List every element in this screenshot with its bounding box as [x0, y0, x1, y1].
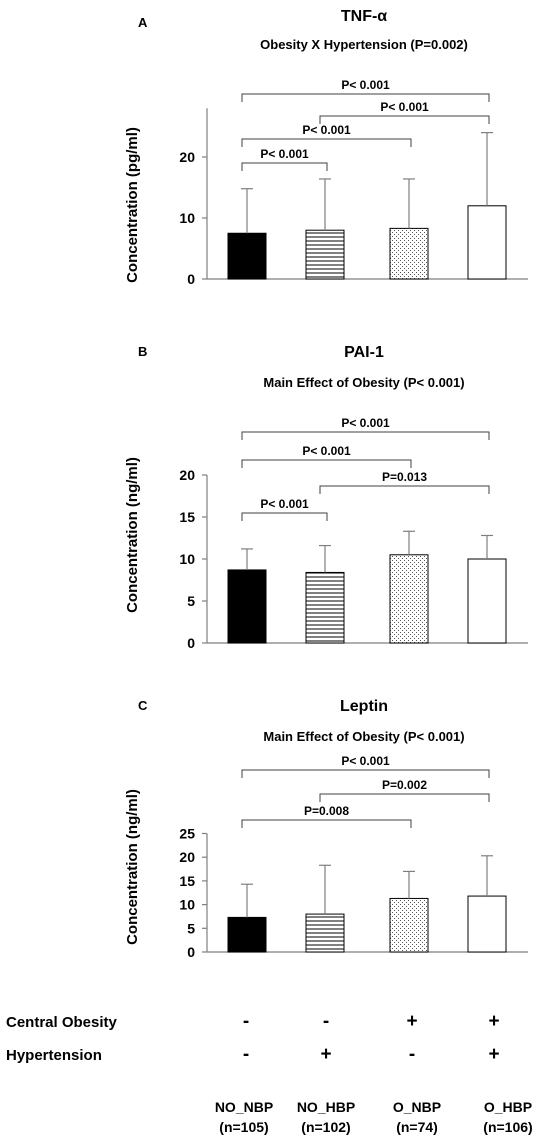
- significance-label: P< 0.001: [302, 444, 351, 458]
- factor-label-hypertension: Hypertension: [6, 1047, 102, 1064]
- obesity-sign-o-hbp: +: [488, 1011, 499, 1032]
- significance-bracket: [241, 512, 328, 521]
- bar-no-nbp: [227, 569, 267, 644]
- significance-label: P< 0.001: [302, 123, 351, 137]
- bar-no-nbp: [227, 916, 267, 953]
- significance-label: P< 0.001: [260, 497, 309, 511]
- group-n-o-nbp: (n=74): [396, 1119, 438, 1135]
- chart-title: TNF-α: [341, 8, 387, 25]
- significance-bracket: [241, 93, 490, 102]
- significance-label: P< 0.001: [341, 78, 390, 92]
- significance-label: P=0.013: [382, 470, 427, 484]
- significance-bracket: [241, 162, 328, 171]
- chart-panel-b: B PAI-1 Main Effect of Obesity (P< 0.001) C…: [124, 344, 528, 651]
- obesity-sign-o-nbp: +: [406, 1011, 417, 1032]
- y-axis-label: Concentration (ng/ml): [124, 457, 141, 613]
- group-n-no-hbp: (n=102): [301, 1119, 350, 1135]
- significance-label: P=0.008: [304, 804, 349, 818]
- panel-label: B: [138, 344, 147, 359]
- y-tick-label: 10: [179, 210, 195, 226]
- significance-label: P< 0.001: [260, 147, 309, 161]
- group-n-no-nbp: (n=105): [219, 1119, 268, 1135]
- chart-title: Leptin: [340, 698, 388, 715]
- y-tick-label: 15: [179, 873, 195, 889]
- significance-bracket: [241, 431, 490, 440]
- hypertension-sign-no-hbp: +: [320, 1044, 331, 1065]
- significance-bracket: [241, 459, 412, 468]
- significance-bracket: [241, 819, 412, 828]
- significance-label: P< 0.001: [380, 100, 429, 114]
- hypertension-sign-o-nbp: -: [409, 1044, 415, 1065]
- panel-label: C: [138, 698, 148, 713]
- group-labels: NO_NBP (n=105) NO_HBP (n=102) O_NBP (n=7…: [215, 1099, 533, 1135]
- y-tick-label: 20: [179, 467, 195, 483]
- significance-bracket: [319, 115, 490, 124]
- chart-subtitle: Main Effect of Obesity (P< 0.001): [263, 729, 464, 744]
- y-tick-label: 0: [187, 271, 195, 287]
- chart-panel-c: C Leptin Main Effect of Obesity (P< 0.001)…: [124, 698, 528, 960]
- chart-subtitle: Obesity X Hypertension (P=0.002): [260, 37, 468, 52]
- y-tick-label: 0: [187, 635, 195, 651]
- y-tick-label: 5: [187, 593, 195, 609]
- factor-label-central-obesity: Central Obesity: [6, 1014, 118, 1031]
- bar-o-hbp: [467, 205, 507, 280]
- bar-no-hbp: [305, 229, 345, 280]
- group-name-o-hbp: O_HBP: [484, 1099, 532, 1115]
- y-tick-label: 25: [179, 826, 195, 842]
- y-tick-label: 15: [179, 509, 195, 525]
- obesity-sign-no-hbp: -: [323, 1011, 329, 1032]
- obesity-sign-no-nbp: -: [243, 1011, 249, 1032]
- significance-bracket: [319, 793, 490, 802]
- significance-bracket: [319, 485, 490, 494]
- y-tick-label: 0: [187, 944, 195, 960]
- y-tick-label: 10: [179, 551, 195, 567]
- significance-label: P< 0.001: [341, 754, 390, 768]
- bar-o-hbp: [467, 895, 507, 953]
- bar-no-hbp: [305, 571, 345, 644]
- bar-no-nbp: [227, 232, 267, 280]
- chart-subtitle: Main Effect of Obesity (P< 0.001): [263, 375, 464, 390]
- y-tick-label: 10: [179, 897, 195, 913]
- hypertension-sign-o-hbp: +: [488, 1044, 499, 1065]
- bar-no-hbp: [305, 913, 345, 953]
- panel-label: A: [138, 15, 148, 30]
- group-name-no-nbp: NO_NBP: [215, 1099, 273, 1115]
- bar-o-nbp: [389, 227, 429, 280]
- group-name-o-nbp: O_NBP: [393, 1099, 441, 1115]
- bar-o-nbp: [389, 897, 429, 953]
- bar-o-hbp: [467, 558, 507, 644]
- significance-bracket: [241, 769, 490, 778]
- hypertension-sign-no-nbp: -: [243, 1044, 249, 1065]
- y-tick-label: 20: [179, 849, 195, 865]
- chart-panel-a: A TNF-α Obesity X Hypertension (P=0.002) Co…: [124, 8, 528, 287]
- y-axis-label: Concentration (pg/ml): [124, 127, 141, 283]
- y-axis-label: Concentration (ng/ml): [124, 789, 141, 945]
- significance-label: P< 0.001: [341, 416, 390, 430]
- group-name-no-hbp: NO_HBP: [297, 1099, 355, 1115]
- significance-label: P=0.002: [382, 778, 427, 792]
- bar-o-nbp: [389, 554, 429, 644]
- significance-bracket: [241, 138, 412, 147]
- group-n-o-hbp: (n=106): [483, 1119, 532, 1135]
- y-tick-label: 5: [187, 920, 195, 936]
- y-tick-label: 20: [179, 149, 195, 165]
- factor-table: Central Obesity Hypertension - - + + - +…: [6, 1011, 500, 1065]
- chart-title: PAI-1: [344, 344, 384, 361]
